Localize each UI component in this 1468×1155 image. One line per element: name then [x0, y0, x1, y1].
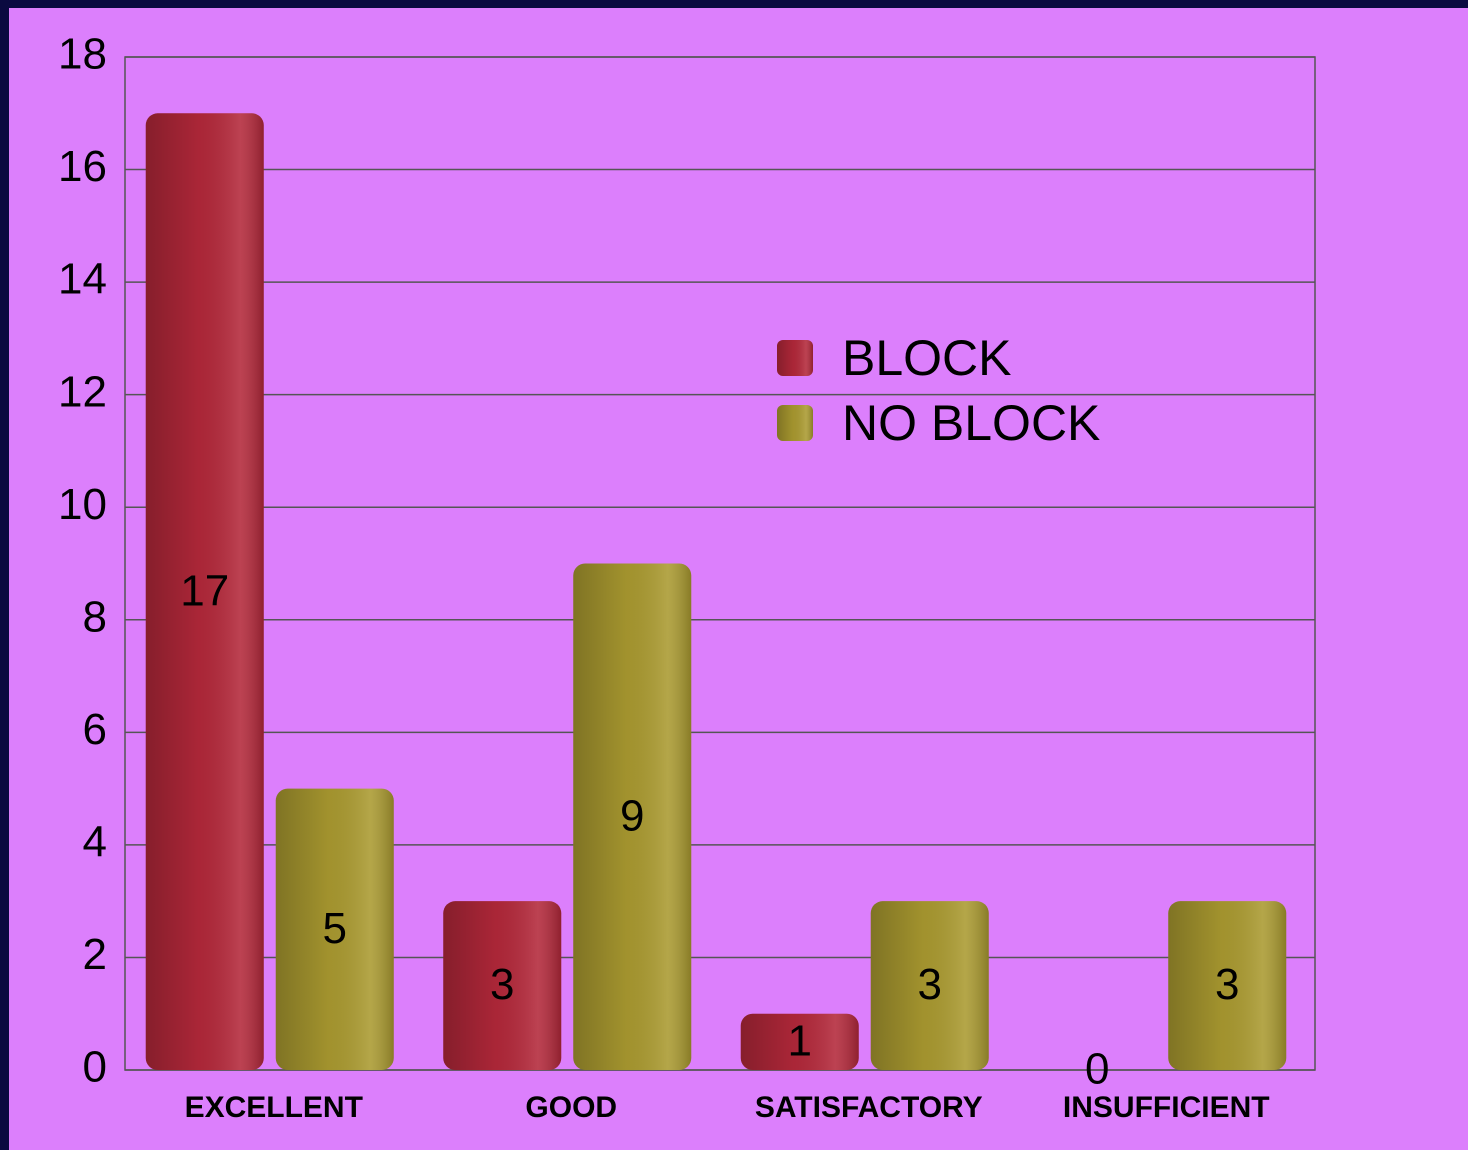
y-tick-label: 12	[58, 367, 107, 416]
y-tick-label: 4	[83, 818, 107, 867]
legend-swatch-shade	[777, 405, 813, 441]
data-label: 3	[1215, 960, 1239, 1009]
y-tick-label: 0	[83, 1043, 107, 1092]
y-tick-label: 2	[83, 930, 107, 979]
data-label: 17	[180, 566, 229, 615]
data-label: 0	[1085, 1045, 1109, 1094]
bar-shade	[1168, 901, 1287, 1070]
y-tick-label: 6	[83, 705, 107, 754]
data-label: 5	[323, 904, 347, 953]
bar-shade	[740, 1013, 859, 1070]
legend-swatch-shade	[777, 340, 813, 376]
y-tick-label: 8	[83, 592, 107, 641]
bar-shade	[573, 563, 692, 1070]
x-tick-label: SATISFACTORY	[755, 1091, 983, 1124]
data-label: 3	[490, 960, 514, 1009]
y-tick-label: 18	[58, 30, 107, 79]
data-label: 3	[918, 960, 942, 1009]
y-tick-label: 16	[58, 142, 107, 191]
data-label: 1	[788, 1016, 812, 1065]
y-tick-label: 10	[58, 480, 107, 529]
bar-shade	[870, 901, 989, 1070]
x-tick-label: GOOD	[525, 1091, 617, 1124]
bar-shade	[275, 788, 394, 1070]
bar-shade	[443, 901, 562, 1070]
legend-label: NO BLOCK	[842, 395, 1100, 451]
x-tick-label: EXCELLENT	[185, 1091, 363, 1124]
data-label: 9	[620, 791, 644, 840]
legend-label: BLOCK	[842, 330, 1012, 386]
x-tick-label: INSUFFICIENT	[1063, 1091, 1270, 1124]
y-tick-label: 14	[58, 255, 107, 304]
bar-shade	[145, 113, 264, 1071]
